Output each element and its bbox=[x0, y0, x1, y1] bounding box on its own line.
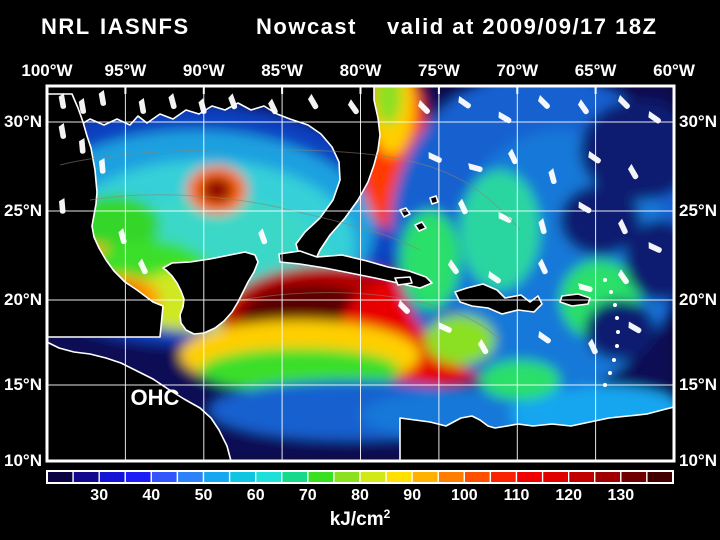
svg-text:20°N: 20°N bbox=[4, 290, 42, 309]
svg-text:30°N: 30°N bbox=[4, 112, 42, 131]
svg-text:90: 90 bbox=[403, 487, 421, 504]
svg-text:80: 80 bbox=[351, 487, 369, 504]
svg-text:25°N: 25°N bbox=[679, 201, 717, 220]
svg-text:IASNFS: IASNFS bbox=[100, 14, 190, 39]
svg-text:40: 40 bbox=[142, 487, 160, 504]
svg-text:NRL: NRL bbox=[41, 14, 91, 39]
svg-text:60: 60 bbox=[247, 487, 265, 504]
svg-text:valid at 2009/09/17 18Z: valid at 2009/09/17 18Z bbox=[387, 14, 658, 39]
svg-text:Nowcast: Nowcast bbox=[256, 14, 357, 39]
svg-text:10°N: 10°N bbox=[4, 451, 42, 470]
svg-text:120: 120 bbox=[555, 487, 582, 504]
svg-text:25°N: 25°N bbox=[4, 201, 42, 220]
svg-text:100°W: 100°W bbox=[21, 61, 73, 80]
svg-text:100: 100 bbox=[451, 487, 478, 504]
svg-text:60°W: 60°W bbox=[653, 61, 696, 80]
svg-text:15°N: 15°N bbox=[679, 375, 717, 394]
svg-text:90°W: 90°W bbox=[183, 61, 226, 80]
svg-text:70°W: 70°W bbox=[496, 61, 539, 80]
svg-text:70: 70 bbox=[299, 487, 317, 504]
svg-text:75°W: 75°W bbox=[418, 61, 461, 80]
svg-text:10°N: 10°N bbox=[679, 451, 717, 470]
svg-text:kJ/cm2: kJ/cm2 bbox=[330, 507, 391, 530]
svg-text:130: 130 bbox=[607, 487, 634, 504]
svg-text:65°W: 65°W bbox=[575, 61, 618, 80]
svg-text:110: 110 bbox=[504, 487, 530, 504]
svg-text:95°W: 95°W bbox=[105, 61, 148, 80]
svg-text:80°W: 80°W bbox=[340, 61, 383, 80]
svg-text:15°N: 15°N bbox=[4, 375, 42, 394]
svg-text:30°N: 30°N bbox=[679, 112, 717, 131]
svg-text:OHC: OHC bbox=[131, 385, 180, 410]
svg-text:85°W: 85°W bbox=[261, 61, 304, 80]
svg-text:30: 30 bbox=[90, 487, 108, 504]
svg-text:50: 50 bbox=[195, 487, 213, 504]
svg-text:20°N: 20°N bbox=[679, 290, 717, 309]
